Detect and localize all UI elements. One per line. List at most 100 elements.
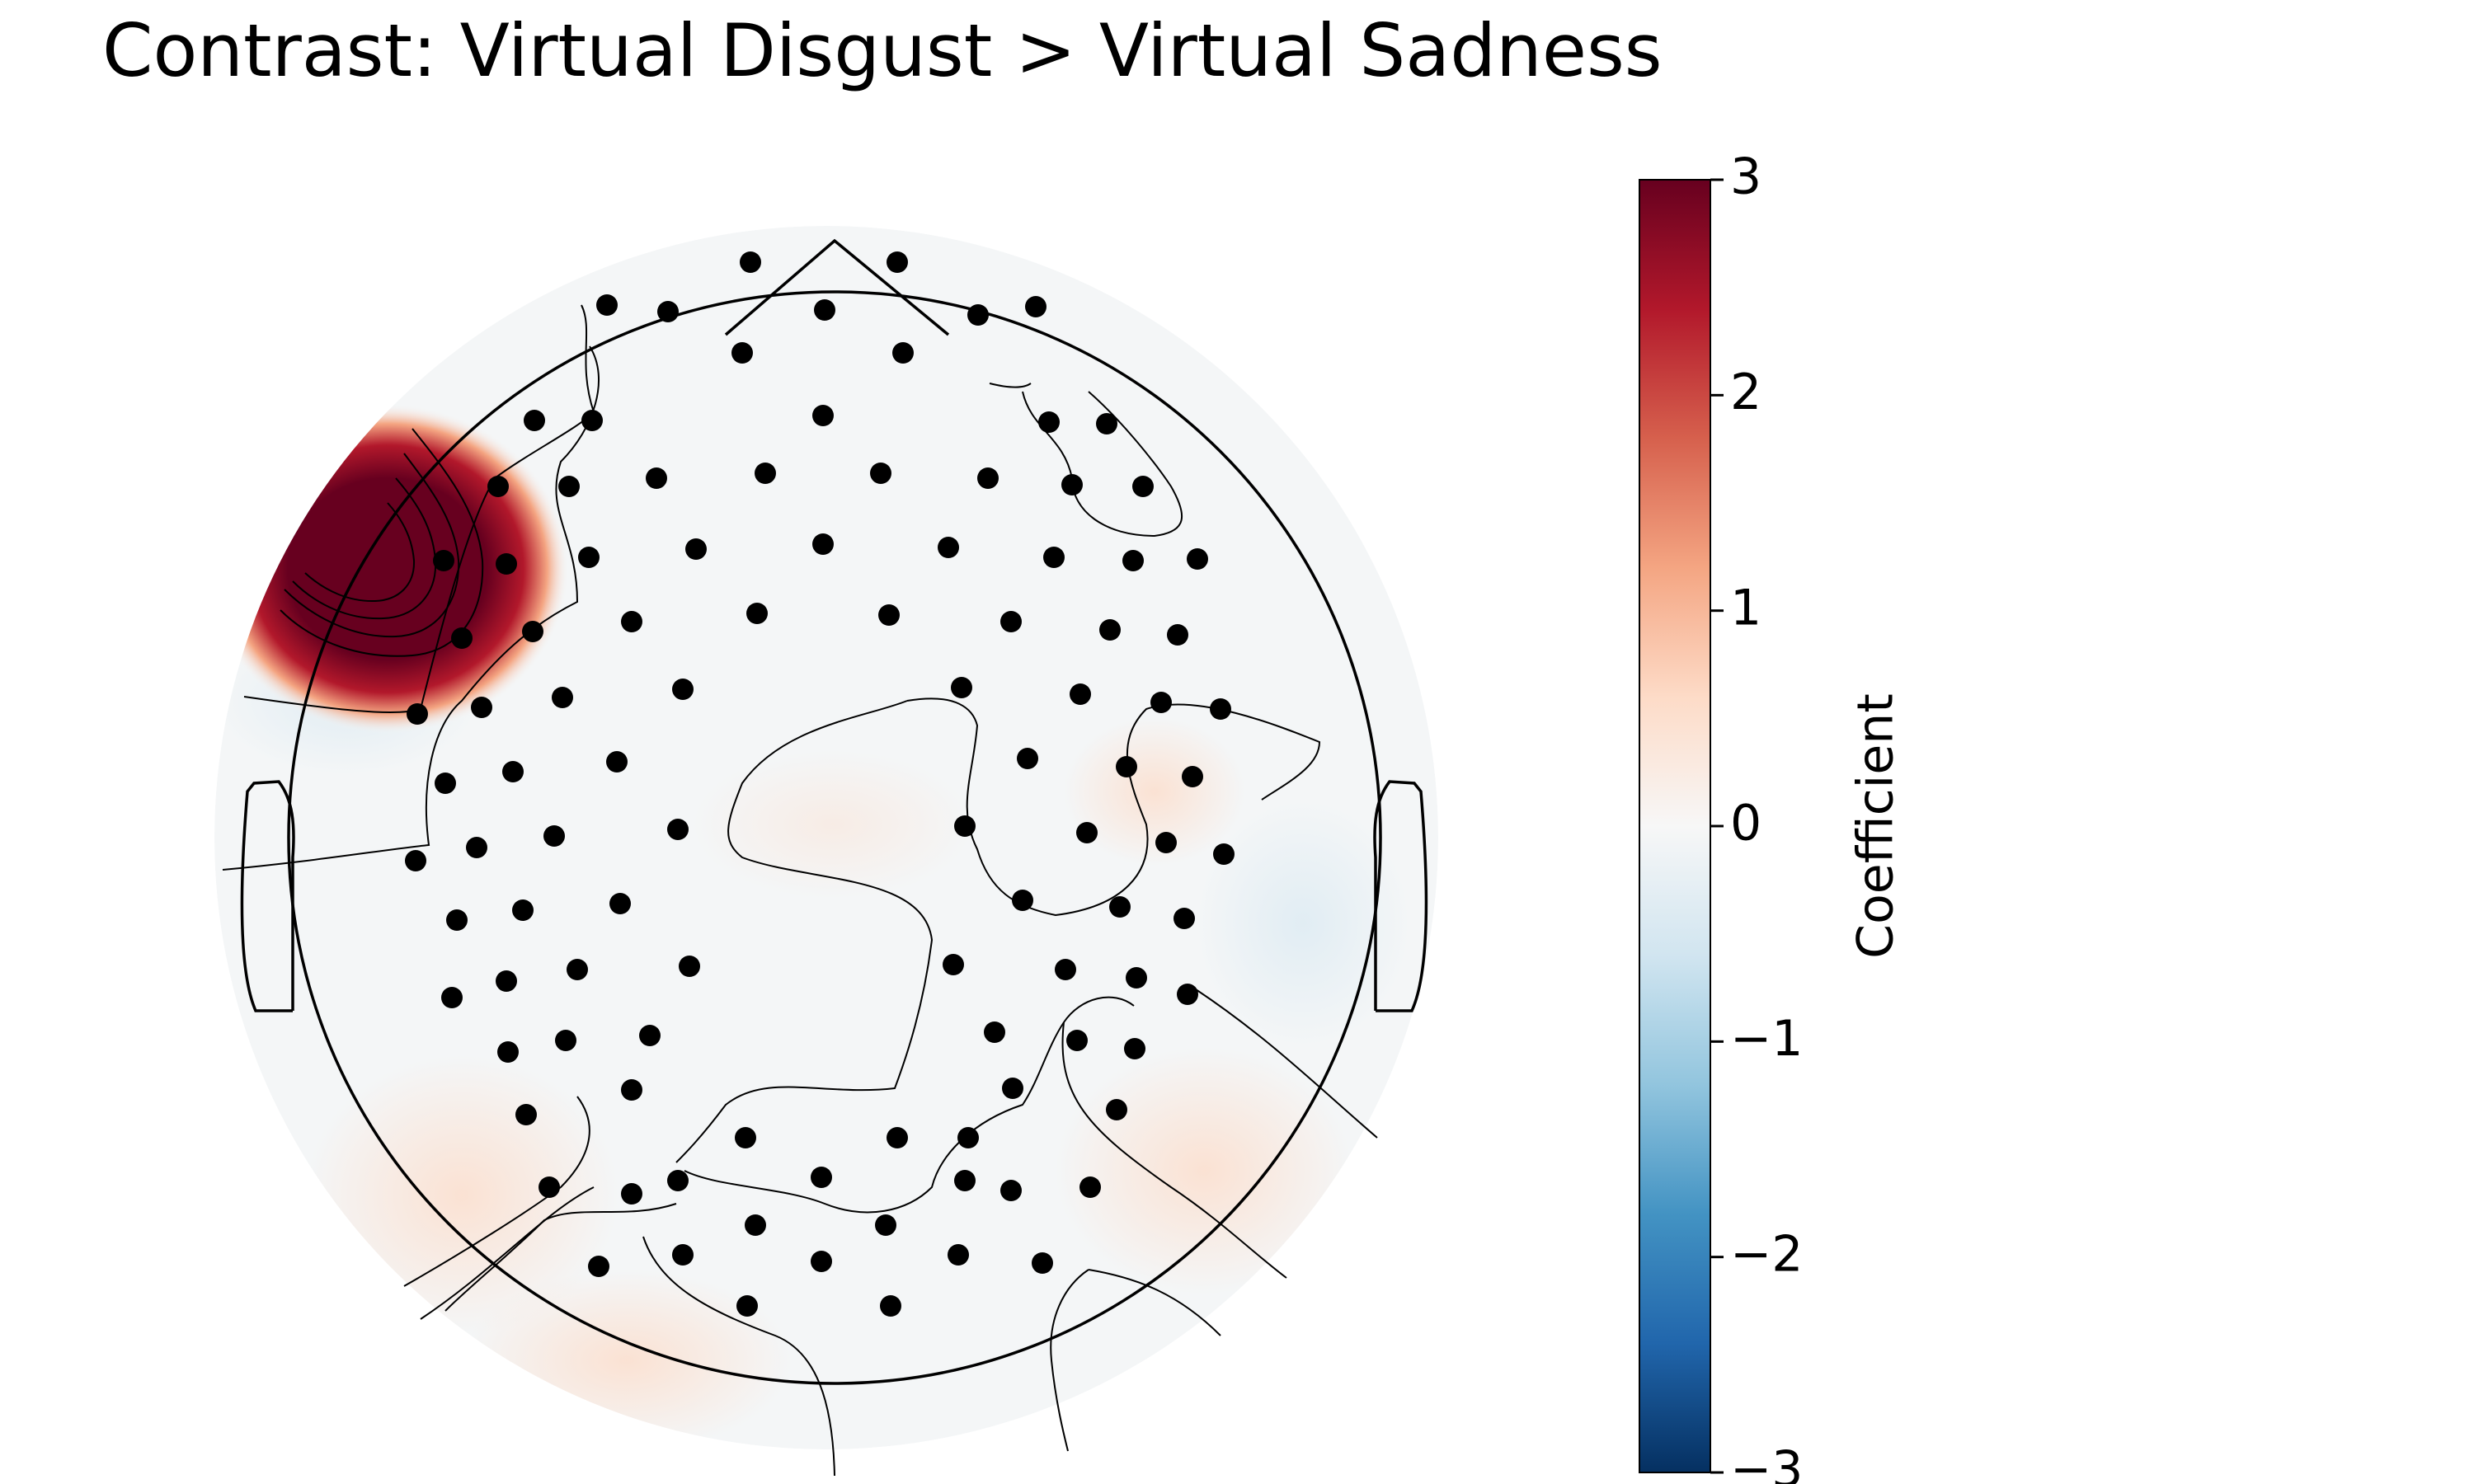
sensor-dot <box>621 1183 642 1205</box>
head-circle <box>287 290 1382 1385</box>
sensor-dot <box>957 1127 979 1148</box>
sensor-dot <box>954 1170 976 1191</box>
sensor-dot <box>880 1295 901 1317</box>
sensor-dot <box>446 909 468 931</box>
sensor-dot <box>746 603 768 624</box>
sensor-dot <box>405 850 426 871</box>
sensor-dot <box>1116 756 1137 777</box>
sensor-dot <box>466 837 487 858</box>
sensor-dot <box>685 538 707 560</box>
colorbar: 3 2 1 0 −1 −2 −3 Coefficient <box>1639 148 1905 1484</box>
sensor-dot <box>977 467 999 489</box>
sensor-dot <box>736 1295 758 1317</box>
colorbar-tick-label: 3 <box>1730 148 1761 206</box>
sensor-dot <box>1038 411 1060 433</box>
sensor-dot <box>892 342 914 364</box>
colorbar-tick-label: −2 <box>1730 1225 1803 1283</box>
sensor-dot <box>740 251 761 273</box>
sensor-dot <box>657 301 679 322</box>
sensor-dot <box>1122 550 1144 571</box>
sensor-dot <box>487 476 509 497</box>
sensor-dot <box>811 1167 832 1188</box>
sensor-dot <box>943 954 964 975</box>
colorbar-tick-label: 0 <box>1730 795 1761 852</box>
sensor-dot <box>755 463 776 484</box>
sensor-dot <box>938 537 959 558</box>
sensor-dot <box>497 1041 519 1063</box>
colorbar-tick-label: 1 <box>1730 579 1761 636</box>
sensor-dot <box>558 476 580 497</box>
sensor-dot <box>606 751 628 773</box>
head-outline <box>240 238 1428 1385</box>
sensor-dot <box>672 679 694 700</box>
sensor-dot <box>878 604 900 626</box>
sensor-dot <box>1066 1030 1088 1051</box>
sensor-dot <box>731 342 753 364</box>
sensor-dot <box>984 1021 1005 1043</box>
sensor-dot <box>1210 698 1231 720</box>
sensor-dot <box>621 611 642 632</box>
sensor-dot <box>1106 1099 1127 1120</box>
sensor-dot <box>887 1127 908 1148</box>
sensor-dot <box>735 1127 756 1148</box>
sensor-dot <box>1079 1176 1101 1198</box>
sensor-dot <box>471 697 492 718</box>
sensor-dot <box>502 761 524 782</box>
sensor-dot <box>435 773 456 794</box>
sensor-dot <box>1017 748 1038 769</box>
colorbar-tick-label: 2 <box>1730 364 1761 421</box>
sensor-dot <box>522 621 543 642</box>
sensor-dot <box>1000 1180 1022 1201</box>
sensor-dot <box>1187 548 1208 570</box>
sensor-dot <box>1182 766 1203 787</box>
sensor-dot <box>1070 683 1091 705</box>
sensor-dot <box>581 410 603 431</box>
sensor-dot <box>621 1079 642 1101</box>
sensor-dot <box>451 627 473 649</box>
sensor-dot <box>967 304 989 326</box>
sensor-dot <box>887 251 908 273</box>
colorbar-label: Coefficient <box>1847 693 1905 959</box>
sensor-dot <box>539 1176 560 1198</box>
sensor-dot <box>596 294 618 316</box>
sensor-dot <box>667 819 689 840</box>
sensor-dot <box>870 463 891 484</box>
sensor-dot <box>515 1104 537 1125</box>
sensor-dot <box>812 405 834 426</box>
sensor-dot <box>1213 843 1235 865</box>
colorbar-gradient <box>1639 179 1711 1473</box>
nose <box>724 238 950 336</box>
sensor-dot <box>1109 896 1131 918</box>
colorbar-tick-label: −1 <box>1730 1010 1803 1068</box>
sensor-dot <box>1167 624 1188 646</box>
sensor-dot <box>951 677 972 698</box>
sensor-dot <box>679 956 700 977</box>
sensor-markers <box>405 251 1235 1317</box>
sensor-dot <box>496 553 517 575</box>
sensor-dot <box>1025 296 1047 317</box>
sensor-dot <box>811 1251 832 1272</box>
sensor-dot <box>555 1030 576 1051</box>
sensor-dot <box>1177 984 1198 1005</box>
sensor-dot <box>639 1025 661 1046</box>
colorbar-ticks: 3 2 1 0 −1 −2 −3 <box>1710 148 1803 1484</box>
sensor-dot <box>812 533 834 555</box>
sensor-dot <box>1032 1252 1053 1274</box>
sensor-dot <box>512 899 534 921</box>
sensor-dot <box>543 825 565 847</box>
sensor-dot <box>745 1214 766 1236</box>
sensor-dot <box>1043 547 1065 568</box>
sensor-dot <box>1126 967 1147 989</box>
sensor-dot <box>954 815 976 837</box>
sensor-dot <box>552 687 573 708</box>
sensor-dot <box>524 410 545 431</box>
right-ear <box>1373 780 1428 1012</box>
sensor-dot <box>1012 890 1033 911</box>
sensor-dot <box>948 1244 969 1266</box>
sensor-dot <box>1099 619 1121 641</box>
sensor-dot <box>1096 413 1117 434</box>
sensor-dot <box>441 987 463 1008</box>
sensor-dot <box>1124 1038 1145 1059</box>
sensor-dot <box>1002 1078 1023 1099</box>
